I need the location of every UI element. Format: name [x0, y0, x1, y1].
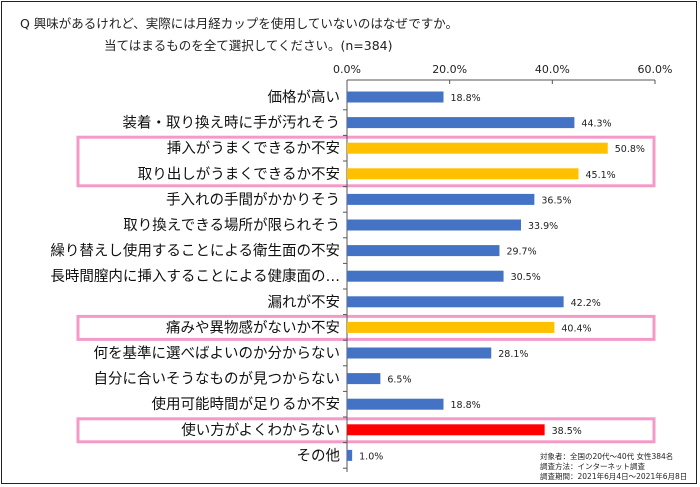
category-label: 何を基準に選べばよいのか分からない: [94, 345, 341, 362]
highlight-box-0: [76, 135, 656, 188]
value-label: 29.7%: [506, 247, 536, 258]
question-line-2: 当てはまるものを全て選択してください。(n=384): [104, 38, 393, 53]
bar: [347, 193, 535, 205]
bar: [347, 219, 522, 231]
bar: [347, 449, 353, 461]
value-label: 36.5%: [541, 195, 571, 206]
category-label: 手入れの手間がかかりそう: [166, 191, 340, 208]
value-label: 38.5%: [552, 426, 582, 437]
bar: [347, 117, 575, 129]
bar: [347, 91, 444, 103]
category-label: その他: [297, 447, 341, 464]
x-tick-label: 20.0%: [432, 63, 467, 76]
bar: [347, 321, 555, 333]
category-label: 取り換えできる場所が限られそう: [123, 217, 340, 234]
category-label: 繰り替えし使用することによる衛生面の不安: [50, 243, 340, 260]
question-line-1: Q 興味があるけれど、実際には月経カップを使用していないのはなぜですか。: [20, 16, 458, 31]
value-label: 28.1%: [498, 349, 528, 360]
x-tick-label: 40.0%: [535, 63, 570, 76]
category-label: 価格が高い: [268, 89, 341, 106]
value-label: 18.8%: [451, 93, 481, 104]
value-label: 18.8%: [451, 400, 481, 411]
value-label: 30.5%: [511, 272, 541, 283]
bar: [347, 270, 504, 282]
value-label: 44.3%: [581, 119, 611, 130]
highlight-box-1: [76, 314, 656, 341]
value-label: 40.4%: [561, 323, 591, 334]
category-label: 使い方がよくわからない: [181, 422, 340, 439]
value-label: 45.1%: [586, 170, 616, 181]
value-label: 1.0%: [359, 451, 383, 462]
bar: [347, 296, 564, 308]
category-label: 漏れが不安: [268, 294, 341, 311]
category-label: 長時間膣内に挿入することによる健康面の…: [50, 268, 340, 285]
category-label: 取り出しがうまくできるか不安: [138, 166, 340, 183]
note-period: 調査期間：2021年6月4日〜2021年6月8日: [540, 472, 688, 481]
value-label: 42.2%: [571, 298, 601, 309]
highlight-box-2: [76, 417, 656, 444]
note-target: 対象者：全国の20代〜40代 女性384名: [540, 452, 674, 461]
category-label: 使用可能時間が足りるか不安: [152, 396, 341, 413]
category-label: 挿入がうまくできるか不安: [167, 140, 340, 157]
value-label: 33.9%: [528, 221, 558, 232]
category-label: 痛みや異物感がないか不安: [166, 319, 340, 336]
bar: [347, 398, 444, 410]
bar: [347, 347, 492, 359]
value-label: 6.5%: [387, 375, 411, 386]
x-tick-label: 60.0%: [638, 63, 673, 76]
bar: [347, 142, 608, 154]
bar: [347, 373, 381, 385]
x-tick-label: 0.0%: [333, 63, 361, 76]
note-method: 調査方法：インターネット調査: [540, 462, 645, 471]
value-label: 50.8%: [615, 144, 645, 155]
bar: [347, 245, 500, 257]
category-label: 装着・取り換え時に手が汚れそう: [123, 115, 341, 132]
category-label: 自分に合いそうなものが見つからない: [94, 371, 341, 388]
bar: [347, 424, 545, 436]
bar: [347, 168, 579, 180]
